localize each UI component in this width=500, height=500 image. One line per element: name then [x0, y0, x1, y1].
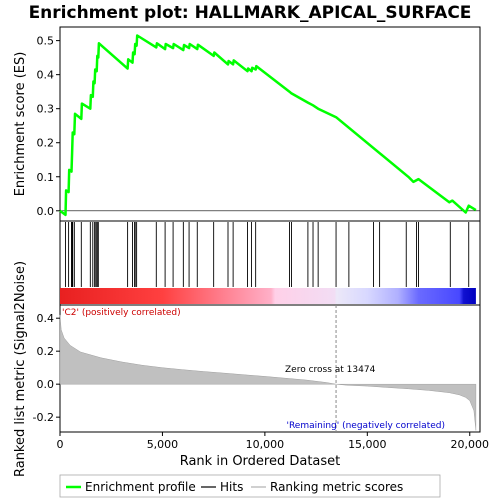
- x-tick-label: 15,000: [348, 438, 387, 451]
- es-y-tick-label: 0.5: [37, 35, 55, 48]
- positive-correlation-label: 'C2' (positively correlated): [62, 308, 181, 318]
- es-y-axis-label: Enrichment score (ES): [13, 52, 28, 197]
- x-tick-label: 5,000: [147, 438, 179, 451]
- metric-y-tick-label: -0.2: [33, 411, 54, 424]
- legend-metric-label: Ranking metric scores: [270, 480, 403, 494]
- ranked-list-color-bar: [60, 288, 476, 304]
- legend-profile-label: Enrichment profile: [85, 480, 196, 494]
- es-y-tick-label: 0.2: [37, 137, 55, 150]
- es-y-ticks: 0.0 0.1 0.2 0.3 0.4 0.5: [37, 35, 60, 218]
- es-y-tick-label: 0.4: [37, 69, 55, 82]
- zero-cross-label: Zero cross at 13474: [285, 365, 376, 375]
- ranking-metric-area: [59, 314, 477, 431]
- metric-y-ticks: -0.2 0.0 0.2 0.4: [33, 312, 60, 424]
- es-panel-frame: [59, 26, 481, 222]
- x-tick-label: 10,000: [246, 438, 285, 451]
- enrichment-profile-line: [59, 34, 477, 217]
- legend: Enrichment profile Hits Ranking metric s…: [59, 474, 441, 498]
- x-tick-label: 0: [57, 438, 64, 451]
- metric-y-axis-label: Ranked list metric (Signal2Noise): [13, 261, 28, 477]
- hits-panel: [59, 220, 481, 306]
- es-y-tick-label: 0.1: [37, 171, 55, 184]
- legend-hits-label: Hits: [220, 480, 243, 494]
- es-panel: 0.0 0.1 0.2 0.3 0.4 0.5: [37, 26, 481, 222]
- metric-y-tick-label: 0.2: [37, 345, 55, 358]
- chart-title: Enrichment plot: HALLMARK_APICAL_SURFACE: [29, 3, 472, 23]
- x-tick-label: 20,000: [451, 438, 490, 451]
- metric-y-tick-label: 0.0: [37, 378, 55, 391]
- es-y-tick-label: 0.0: [37, 205, 55, 218]
- x-axis-label: Rank in Ordered Dataset: [180, 454, 341, 469]
- x-axis-ticks: 0 5,000 10,000 15,000 20,000: [57, 432, 490, 451]
- legend-frame: [59, 474, 441, 498]
- metric-y-tick-label: 0.4: [37, 312, 55, 325]
- es-y-tick-label: 0.3: [37, 103, 55, 116]
- metric-panel: -0.2 0.0 0.2 0.4 0 5,000 10,000 15,000 20,000 '…: [33, 304, 490, 451]
- hit-lines: [65, 222, 470, 287]
- negative-correlation-label: 'Remaining' (negatively correlated): [286, 421, 445, 431]
